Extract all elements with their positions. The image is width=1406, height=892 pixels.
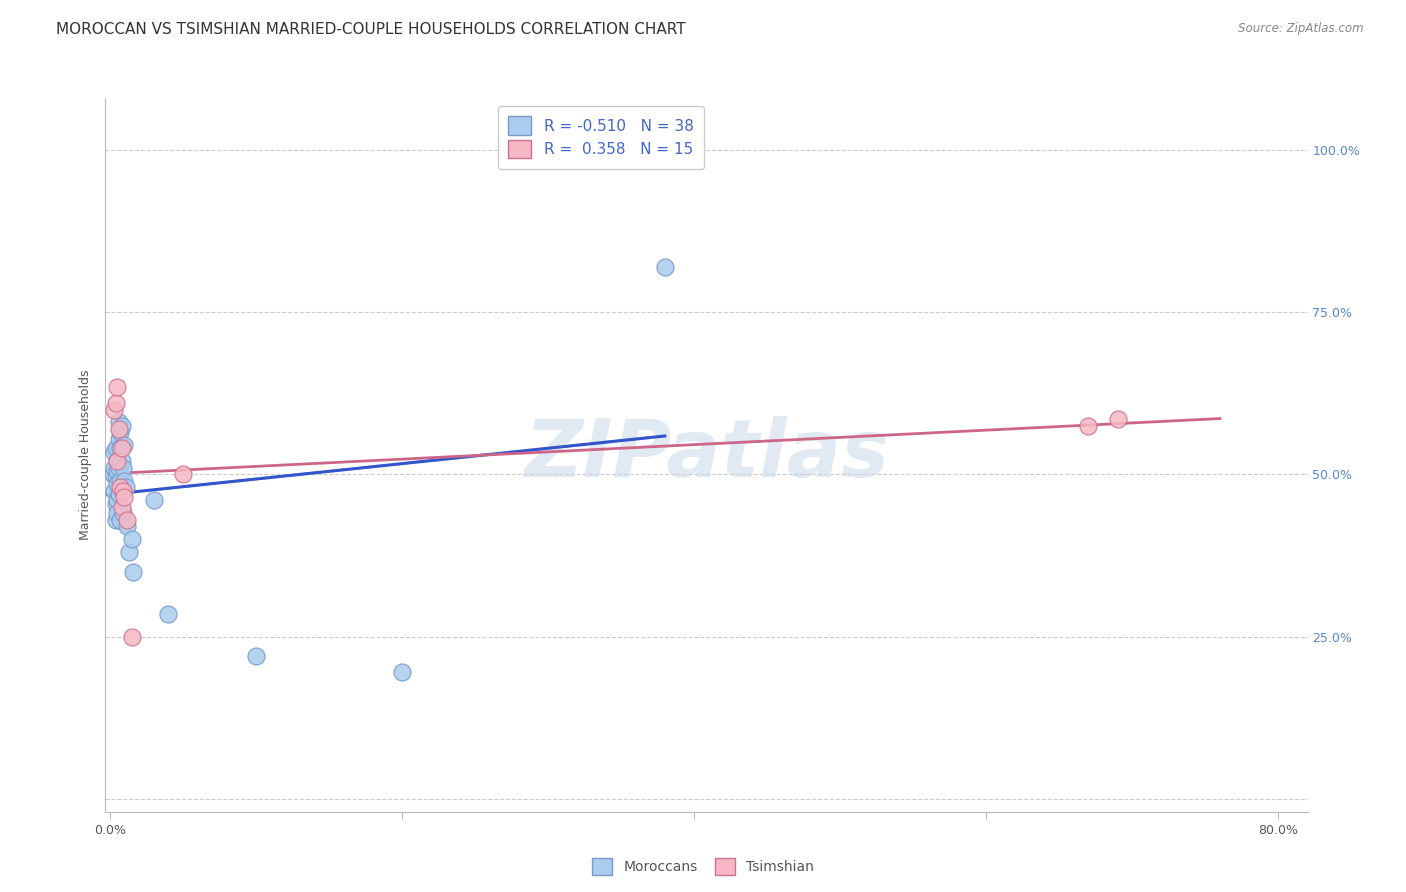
Point bbox=[107, 422, 129, 436]
Point bbox=[1077, 418, 1099, 433]
Point bbox=[117, 519, 139, 533]
Point bbox=[108, 425, 131, 440]
Point bbox=[157, 607, 180, 621]
Point bbox=[105, 493, 128, 508]
Text: ZIPatlas: ZIPatlas bbox=[524, 416, 889, 494]
Point bbox=[114, 438, 136, 452]
Point bbox=[107, 432, 129, 446]
Point bbox=[121, 630, 143, 644]
Point bbox=[111, 506, 134, 520]
Point bbox=[104, 513, 127, 527]
Point bbox=[104, 442, 127, 456]
Point bbox=[103, 444, 125, 458]
Point bbox=[107, 461, 129, 475]
Point bbox=[110, 454, 132, 468]
Point bbox=[114, 474, 136, 488]
Text: MOROCCAN VS TSIMSHIAN MARRIED-COUPLE HOUSEHOLDS CORRELATION CHART: MOROCCAN VS TSIMSHIAN MARRIED-COUPLE HOU… bbox=[56, 22, 686, 37]
Point bbox=[172, 467, 194, 482]
Point bbox=[110, 500, 132, 514]
Point bbox=[654, 260, 676, 274]
Point bbox=[107, 416, 129, 430]
Point bbox=[101, 467, 124, 482]
Point bbox=[245, 648, 267, 663]
Point bbox=[105, 380, 128, 394]
Point bbox=[111, 461, 134, 475]
Point bbox=[103, 402, 125, 417]
Point bbox=[121, 533, 143, 547]
Point bbox=[105, 454, 128, 468]
Point bbox=[117, 513, 139, 527]
Point bbox=[103, 483, 125, 498]
Point bbox=[108, 442, 131, 456]
Point bbox=[110, 418, 132, 433]
Point bbox=[142, 493, 165, 508]
Point bbox=[110, 442, 132, 456]
Point bbox=[104, 497, 127, 511]
Point bbox=[391, 665, 413, 680]
Legend: Moroccans, Tsimshian: Moroccans, Tsimshian bbox=[586, 853, 820, 880]
Point bbox=[104, 470, 127, 484]
Point bbox=[103, 461, 125, 475]
Point bbox=[105, 464, 128, 478]
Point bbox=[105, 477, 128, 491]
Point bbox=[104, 396, 127, 410]
Point bbox=[110, 480, 132, 494]
Point bbox=[122, 565, 145, 579]
Point bbox=[118, 545, 141, 559]
Legend: R = -0.510   N = 38, R =  0.358   N = 15: R = -0.510 N = 38, R = 0.358 N = 15 bbox=[498, 106, 704, 169]
Point bbox=[107, 487, 129, 501]
Point bbox=[105, 454, 128, 468]
Y-axis label: Married-couple Households: Married-couple Households bbox=[79, 369, 93, 541]
Point bbox=[111, 483, 134, 498]
Point bbox=[105, 506, 128, 520]
Point bbox=[108, 474, 131, 488]
Text: Source: ZipAtlas.com: Source: ZipAtlas.com bbox=[1239, 22, 1364, 36]
Point bbox=[1107, 412, 1129, 426]
Point bbox=[114, 490, 136, 504]
Point bbox=[108, 480, 131, 494]
Point bbox=[108, 513, 131, 527]
Point bbox=[115, 480, 138, 494]
